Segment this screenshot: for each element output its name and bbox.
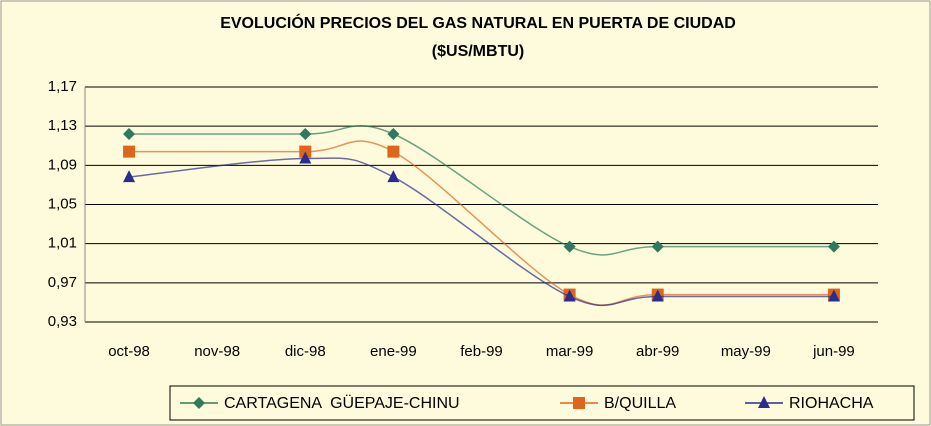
chart-title: EVOLUCIÓN PRECIOS DEL GAS NATURAL EN PUE… xyxy=(220,13,736,32)
legend-label: CARTAGENA GÜEPAJE-CHINU xyxy=(224,394,460,412)
marker xyxy=(563,289,576,302)
marker xyxy=(827,289,840,302)
y-tick-label: 1,09 xyxy=(48,156,77,173)
marker xyxy=(123,145,136,158)
marker xyxy=(651,289,664,302)
legend-box xyxy=(169,385,915,421)
marker xyxy=(387,145,400,158)
marker xyxy=(193,397,205,409)
y-tick-label: 0,93 xyxy=(48,313,77,330)
marker xyxy=(387,170,400,183)
y-tick-label: 1,17 xyxy=(48,78,77,95)
x-tick-label: oct-98 xyxy=(108,343,150,360)
marker xyxy=(123,128,136,140)
marker xyxy=(758,396,770,408)
x-tick-label: may-99 xyxy=(721,343,771,360)
marker xyxy=(299,128,312,140)
marker xyxy=(563,240,576,253)
marker xyxy=(827,240,840,253)
legend-label: B/QUILLA xyxy=(604,395,676,412)
y-tick-label: 1,01 xyxy=(48,235,77,252)
x-tick-label: ene-99 xyxy=(370,343,417,360)
x-tick-label: abr-99 xyxy=(636,343,679,360)
series-line xyxy=(129,124,834,256)
y-tick-label: 1,13 xyxy=(48,117,77,134)
y-tick-label: 1,05 xyxy=(48,195,77,212)
series-line xyxy=(128,157,834,307)
marker xyxy=(299,151,312,164)
marker xyxy=(387,128,400,140)
x-tick-label: feb-99 xyxy=(460,343,503,360)
x-tick-label: dic-98 xyxy=(285,343,326,360)
x-tick-label: nov-98 xyxy=(194,343,240,360)
x-tick-label: jun-99 xyxy=(812,343,855,360)
chart-subtitle: ($US/MBTU) xyxy=(432,43,524,60)
marker xyxy=(123,170,136,183)
y-tick-label: 0,97 xyxy=(48,274,77,291)
marker xyxy=(573,397,585,409)
legend-label: RIOHACHA xyxy=(789,395,874,412)
series-line xyxy=(129,140,834,306)
marker xyxy=(651,240,664,253)
x-tick-label: mar-99 xyxy=(546,343,594,360)
